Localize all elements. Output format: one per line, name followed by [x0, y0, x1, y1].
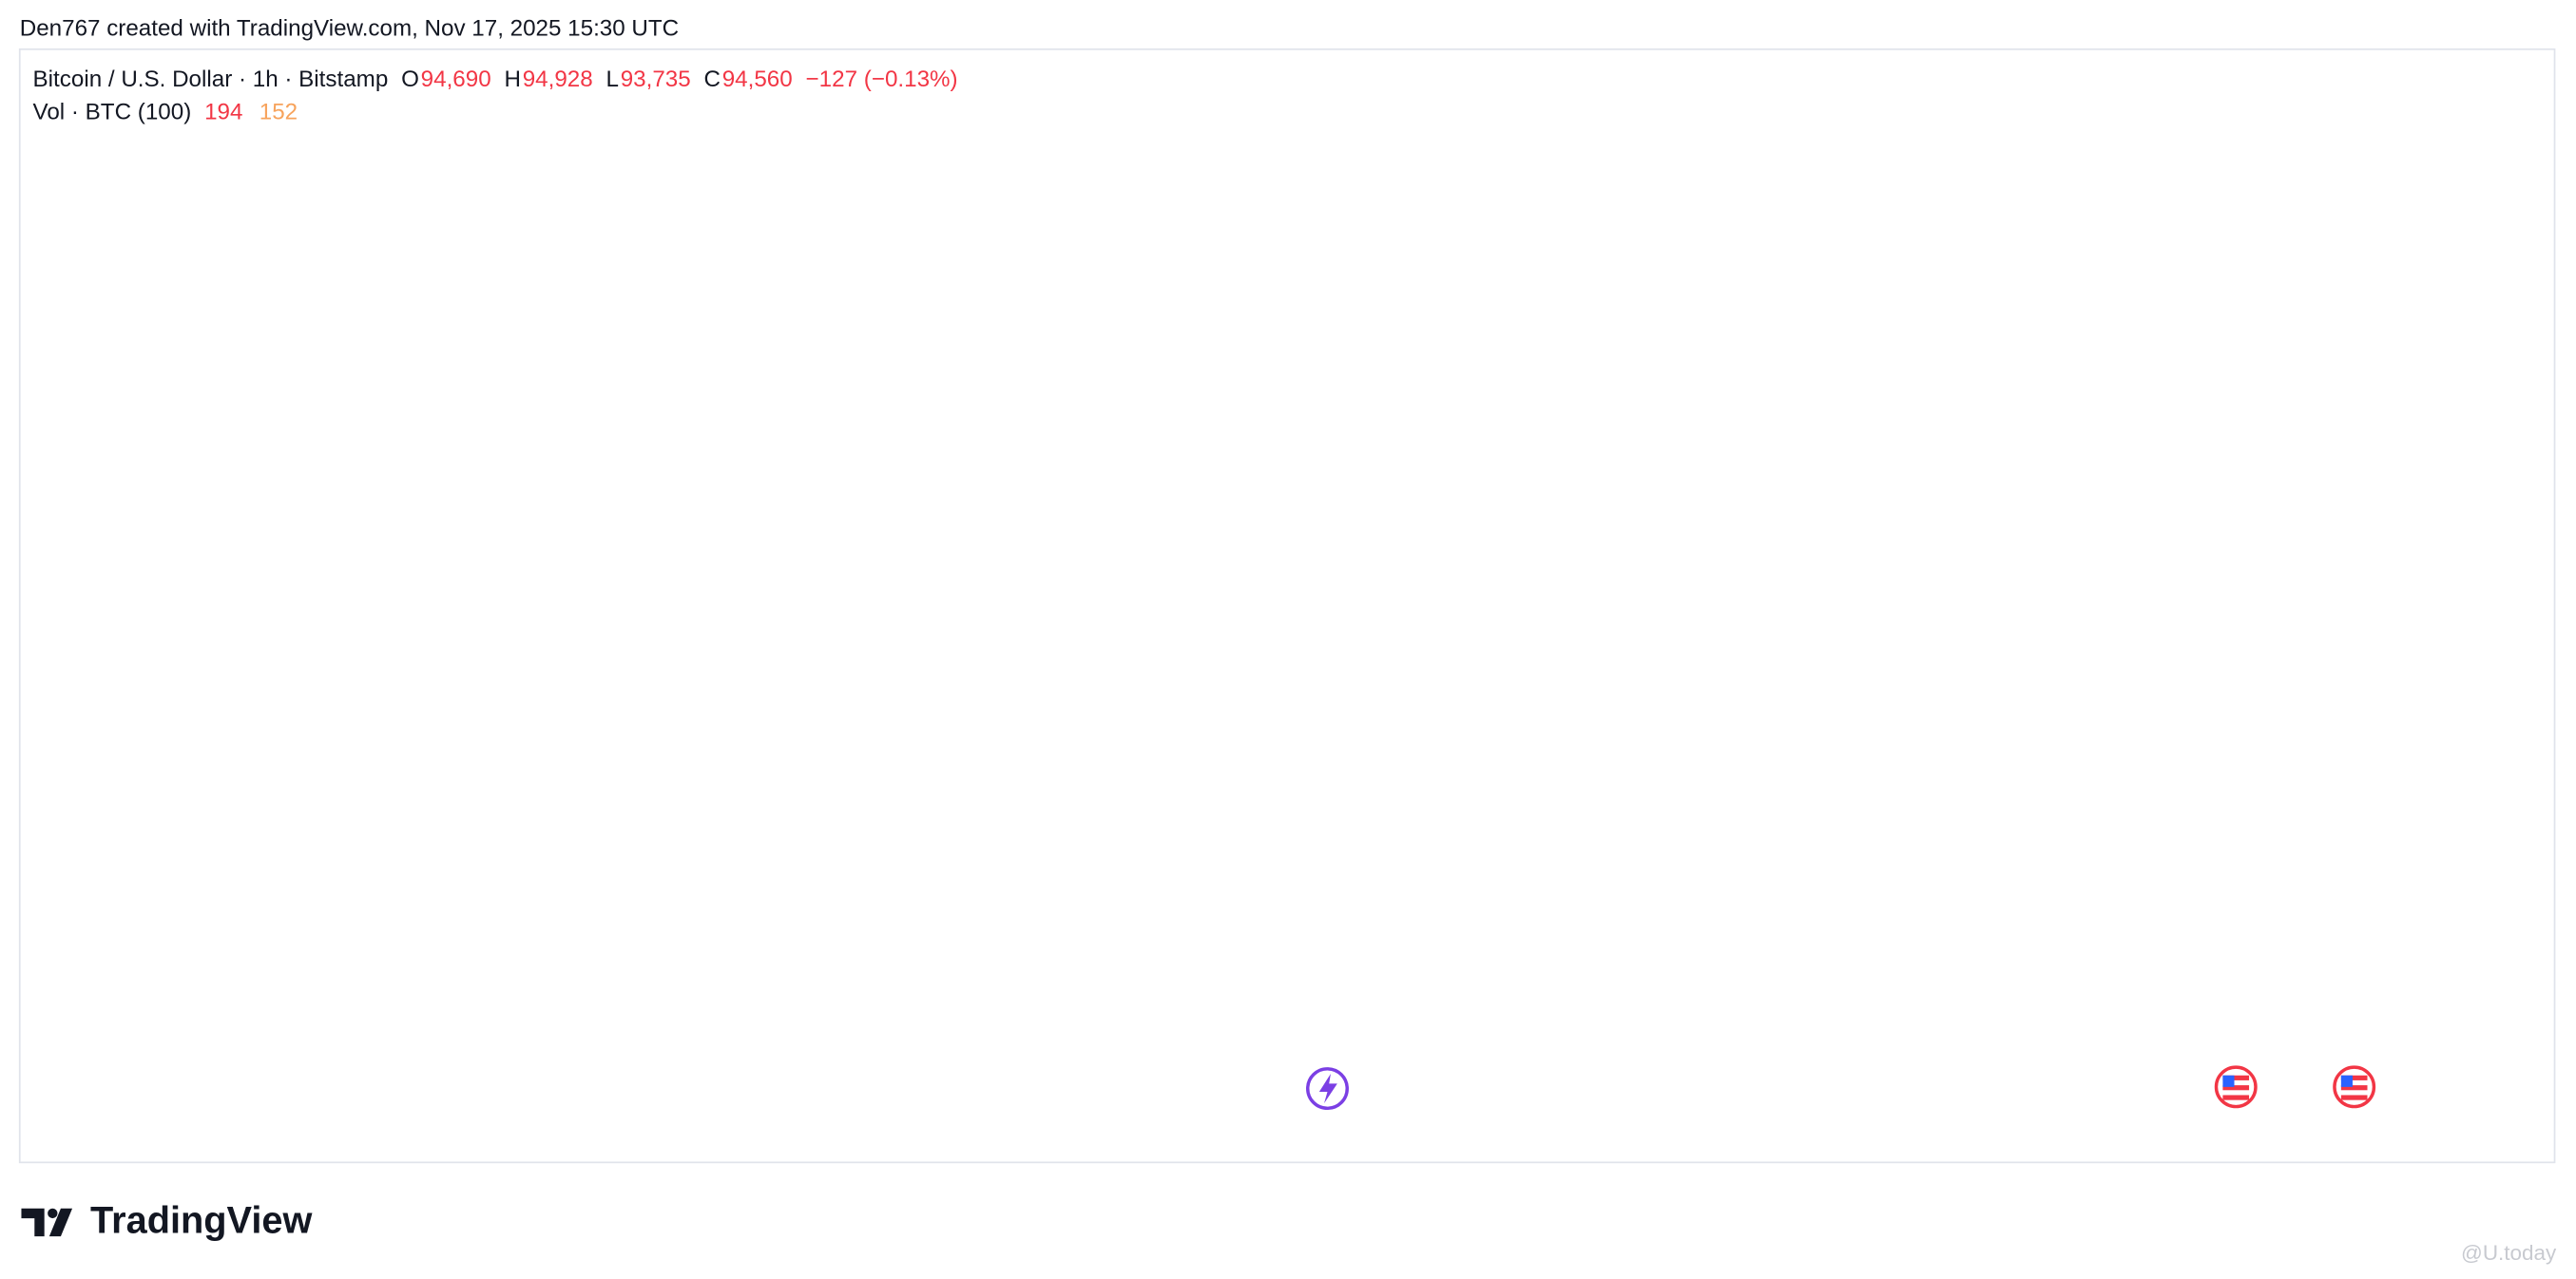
legend-symbol: Bitcoin / U.S. Dollar · 1h · Bitstamp: [33, 67, 389, 92]
volume-legend-value: 194: [204, 100, 242, 125]
flag-icon: [2333, 1065, 2376, 1109]
legend-value: 93,735: [621, 67, 691, 92]
legend-value: 94,928: [523, 67, 593, 92]
legend-key: H: [505, 67, 521, 92]
legend-key: O: [401, 67, 419, 92]
header: Den767 created with TradingView.com, Nov…: [20, 15, 679, 41]
event-icon: [1306, 1067, 1349, 1111]
logo: [21, 1208, 73, 1237]
legend-value: 94,560: [722, 67, 793, 92]
legend: Bitcoin / U.S. Dollar · 1h · Bitstamp O 94…: [33, 67, 958, 125]
legend-change: −127 (−0.13%): [806, 67, 958, 92]
brand: TradingView: [90, 1200, 312, 1242]
legend-value: 94,690: [421, 67, 491, 92]
flag-icon: [2214, 1065, 2258, 1109]
legend-key: L: [606, 67, 619, 92]
watermark: @U.today: [2461, 1241, 2557, 1265]
volume-legend-title: Vol · BTC (100): [33, 100, 192, 125]
pane-border: [18, 48, 2556, 1164]
volume-legend-ma: 152: [260, 100, 298, 125]
legend-key: C: [704, 67, 721, 92]
